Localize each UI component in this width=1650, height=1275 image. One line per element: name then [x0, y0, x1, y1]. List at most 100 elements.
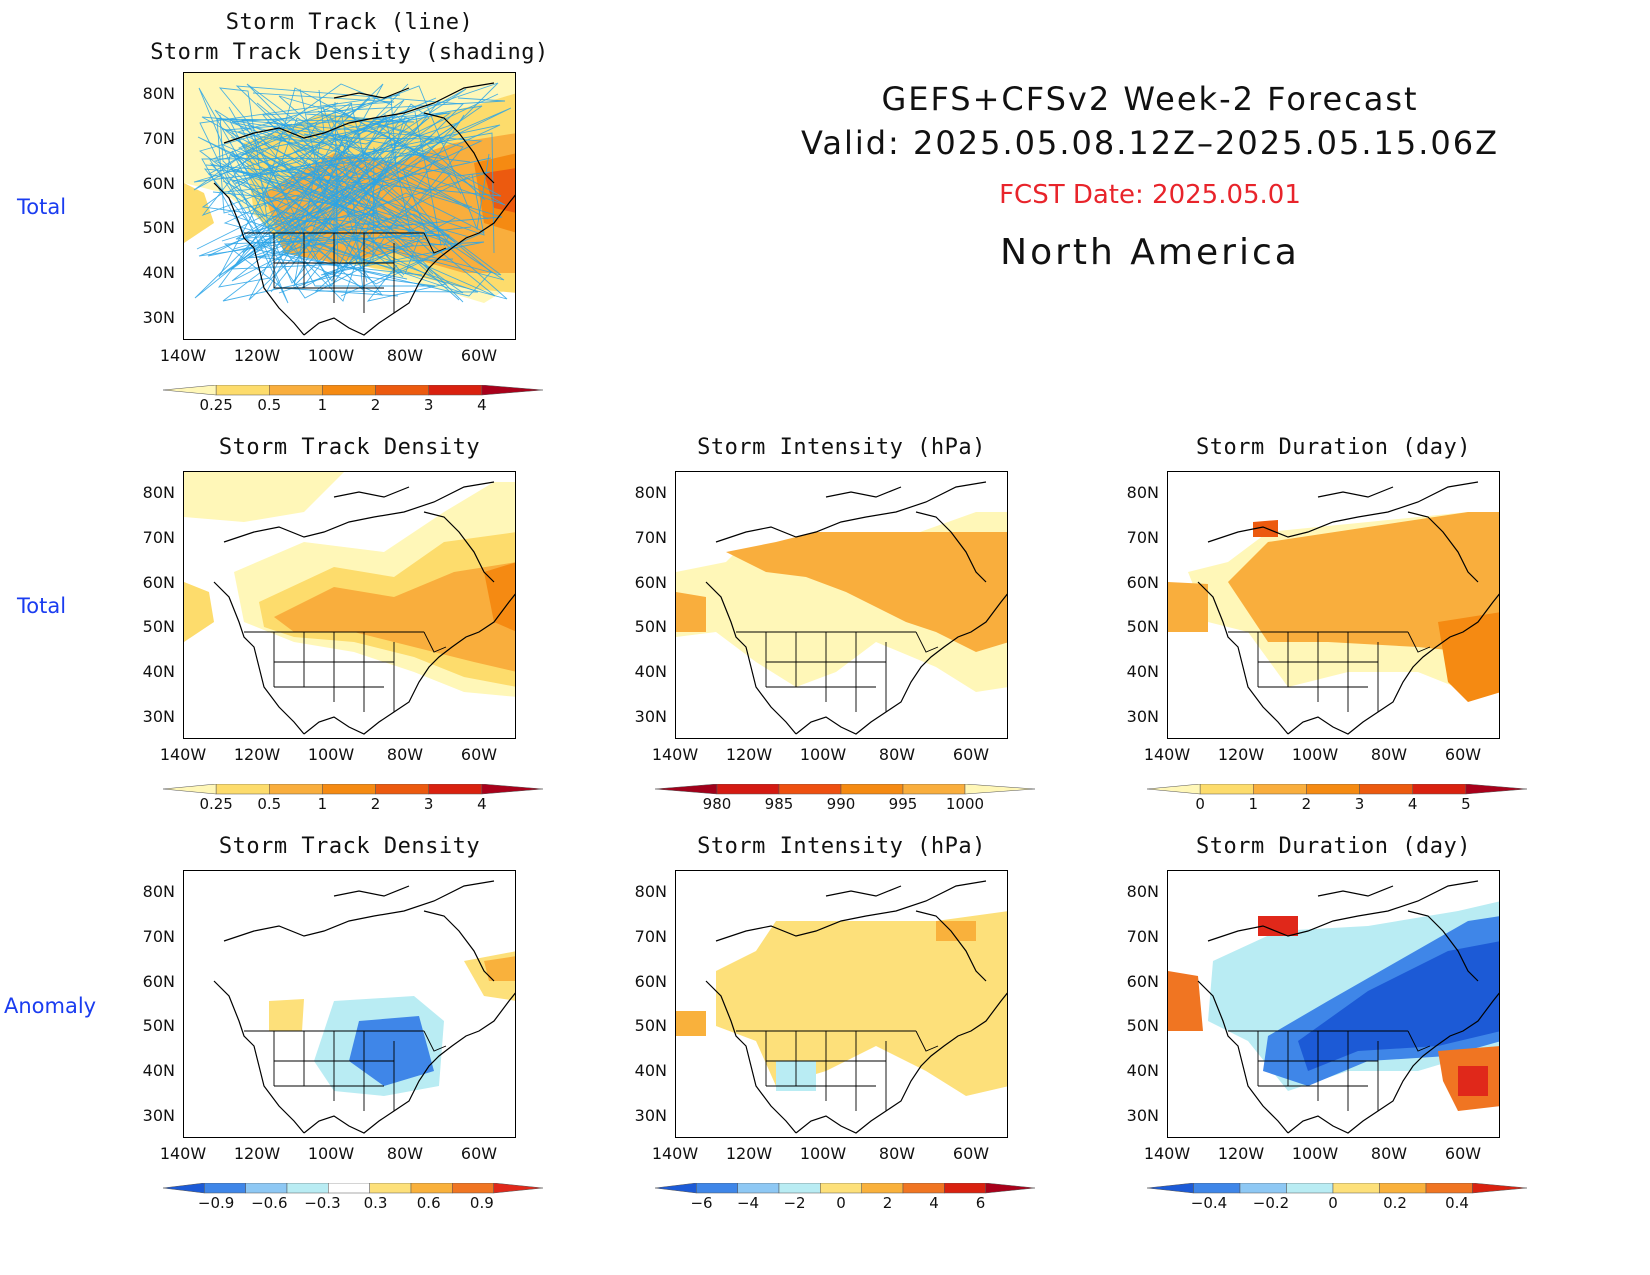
shading-region: [1438, 612, 1499, 702]
lat-tick-label: 30N: [1126, 1105, 1159, 1125]
lon-tick-label: 100W: [799, 1144, 847, 1163]
lon-tick-label: 120W: [233, 1144, 281, 1163]
storm-track-line: [233, 120, 491, 250]
arctic-coastline: [223, 880, 495, 982]
lat-tick-label: 60N: [634, 572, 667, 592]
region-name: North America: [1000, 232, 1300, 273]
map-plot-area: [1167, 471, 1500, 739]
lat-tick-label: 60N: [142, 173, 175, 193]
shading-region: [676, 592, 706, 632]
colorbar-swatch: [215, 783, 270, 795]
lat-tick-label: 70N: [142, 129, 175, 148]
colorbar-label: −0.6: [251, 1194, 288, 1212]
arctic-coastline: [1207, 880, 1479, 982]
storm-track-line: [201, 116, 421, 237]
colorbar-label: −0.3: [304, 1194, 341, 1212]
colorbar-swatch: [840, 783, 904, 795]
colorbar-label: 0.2: [1383, 1194, 1407, 1212]
colorbar-swatch: [1465, 783, 1528, 795]
shading-region: [1168, 971, 1203, 1031]
colorbar-swatch: [410, 1182, 453, 1194]
shading-region: [726, 532, 1007, 652]
shading-region: [184, 183, 214, 243]
lat-tick-label: 80N: [142, 882, 175, 902]
fcst-date: FCST Date: 2025.05.01: [999, 180, 1301, 210]
storm-track-line: [235, 156, 503, 240]
lon-tick-label: 80W: [878, 1144, 916, 1163]
lat-tick-label: 70N: [142, 927, 175, 946]
lat-tick-label: 70N: [634, 927, 667, 946]
storm-track-line: [209, 136, 471, 299]
lon-tick-label: 140W: [1143, 1144, 1191, 1163]
arctic-coastline: [1207, 481, 1479, 583]
storm-track-line: [199, 96, 460, 285]
lon-tick-label: 100W: [307, 346, 355, 365]
coastline: [213, 980, 515, 1134]
panel-title: Storm Duration (day): [1196, 834, 1471, 859]
shading-region: [716, 911, 1007, 1096]
storm-track-line: [207, 102, 433, 226]
colorbar-label: −2: [783, 1194, 806, 1212]
lon-tick-label: 80W: [1370, 1144, 1408, 1163]
state-borders: [1228, 1030, 1431, 1111]
lon-tick-label: 100W: [799, 745, 847, 764]
storm-track-line: [223, 112, 454, 278]
lat-tick-label: 80N: [634, 882, 667, 902]
storm-track-line: [216, 113, 415, 214]
lon-tick-label: 60W: [460, 1144, 498, 1163]
lon-tick-label: 120W: [233, 346, 281, 365]
lat-tick-label: 50N: [142, 617, 175, 637]
colorbar-swatch: [778, 783, 842, 795]
lat-tick-label: 80N: [142, 84, 175, 104]
colorbar-label: 4: [477, 795, 487, 813]
colorbar-label: 0: [1328, 1194, 1338, 1212]
storm-track-line: [243, 117, 489, 297]
map-svg: [1168, 880, 1499, 1134]
colorbar-swatch: [1472, 1182, 1528, 1194]
lon-tick-label: 100W: [307, 745, 355, 764]
row-label-total-top: Total: [17, 195, 67, 219]
colorbar-swatch: [162, 783, 217, 795]
coastline: [213, 581, 515, 735]
lon-tick-label: 120W: [233, 745, 281, 764]
state-borders: [1228, 631, 1431, 712]
coastline: [1197, 581, 1499, 735]
colorbar: [654, 783, 1037, 802]
lon-tick-label: 140W: [159, 745, 207, 764]
storm-track-line: [201, 116, 483, 275]
storm-track-line: [238, 111, 442, 246]
colorbar-swatch: [1379, 1182, 1427, 1194]
colorbar-swatch: [1286, 1182, 1334, 1194]
colorbar-label: 0.5: [257, 396, 282, 414]
colorbar-swatch: [328, 1182, 370, 1194]
colorbar-swatch: [1193, 1182, 1241, 1194]
colorbar-label: 0.6: [416, 1194, 441, 1212]
arctic-coastline: [223, 481, 495, 583]
map-svg: [184, 472, 515, 735]
colorbar-swatch: [322, 384, 376, 396]
lon-tick-label: 60W: [952, 1144, 990, 1163]
colorbar-swatch: [778, 1182, 821, 1194]
lat-tick-label: 60N: [142, 971, 175, 991]
lon-tick-label: 120W: [1217, 745, 1265, 764]
lat-tick-label: 80N: [634, 483, 667, 503]
colorbar-swatch: [820, 1182, 862, 1194]
colorbar-swatch: [162, 1182, 205, 1194]
lon-tick-label: 60W: [1444, 745, 1482, 764]
lon-tick-label: 100W: [307, 1144, 355, 1163]
colorbar-label: 1: [317, 396, 328, 414]
colorbar-swatch: [269, 384, 323, 396]
lat-tick-label: 50N: [634, 617, 667, 637]
lon-tick-label: 60W: [460, 745, 498, 764]
colorbar-swatch: [737, 1182, 780, 1194]
colorbar-swatch: [944, 1182, 986, 1194]
colorbar-label: 995: [888, 795, 918, 813]
lat-tick-label: 60N: [1126, 572, 1159, 592]
storm-track-line: [223, 234, 450, 297]
colorbar-label: 1000: [945, 795, 985, 813]
lat-tick-label: 50N: [142, 218, 175, 238]
colorbar: [162, 783, 545, 802]
colorbar-label: 0.4: [1445, 1194, 1469, 1212]
lat-tick-label: 30N: [634, 1105, 667, 1125]
state-borders: [736, 631, 939, 712]
